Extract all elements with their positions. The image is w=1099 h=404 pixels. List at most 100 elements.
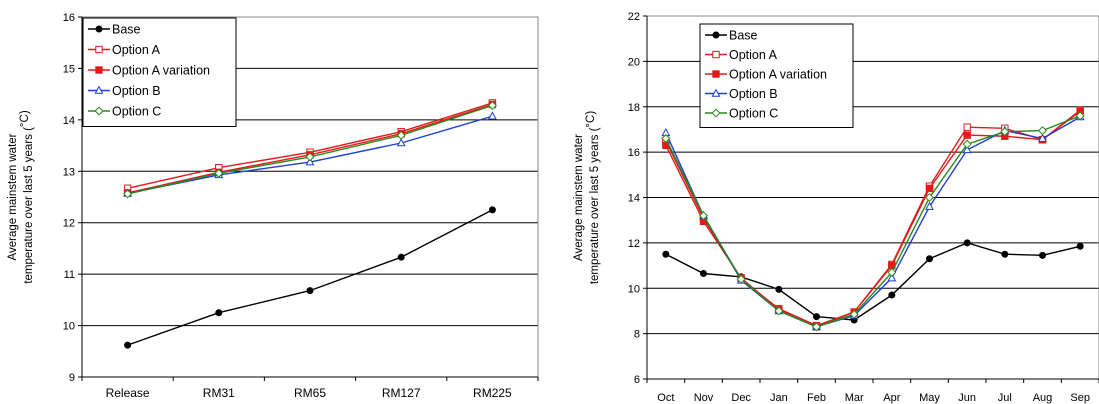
x-tick-label: Nov bbox=[694, 392, 714, 404]
y-tick-label: 10 bbox=[628, 283, 640, 295]
data-point bbox=[700, 270, 707, 278]
data-point bbox=[887, 273, 897, 282]
legend-item: Option C bbox=[705, 107, 778, 121]
data-point bbox=[1000, 127, 1010, 137]
chart-right: 6 8 10 12 14 16 18 20 22 Oct Nov Dec Jan Feb Mar Apr May… bbox=[573, 11, 1099, 404]
y-tick-label: 16 bbox=[63, 12, 75, 24]
y-tick-label: 8 bbox=[634, 329, 640, 341]
x-tick-label: Jul bbox=[998, 392, 1012, 404]
x-tick-label: Apr bbox=[883, 392, 900, 404]
data-point bbox=[305, 157, 315, 166]
data-point bbox=[963, 239, 971, 247]
data-point bbox=[396, 138, 406, 147]
legend-box bbox=[699, 23, 854, 128]
legend-item: Option B bbox=[88, 84, 161, 98]
legend-swatch-marker bbox=[95, 45, 103, 54]
legend-label: Option A bbox=[112, 43, 161, 57]
data-point bbox=[124, 341, 132, 349]
data-point bbox=[306, 287, 314, 295]
y-ticks: 9 10 11 12 13 14 15 16 bbox=[63, 12, 82, 384]
legend-item: Option A bbox=[705, 48, 778, 62]
y-tick-label: 20 bbox=[628, 56, 640, 68]
legend-item: Option A variation bbox=[705, 68, 827, 82]
data-point bbox=[662, 250, 670, 258]
legend-swatch-marker bbox=[94, 85, 104, 94]
legend-item: Option C bbox=[88, 105, 161, 119]
legend-swatch-marker bbox=[711, 108, 721, 118]
data-point bbox=[926, 255, 933, 263]
y-tick-label: 6 bbox=[634, 374, 640, 386]
legend-label: Option A variation bbox=[112, 64, 210, 78]
legend: Base Option A Option A variation Option B Op… bbox=[82, 17, 237, 127]
data-point bbox=[1039, 251, 1046, 259]
data-point bbox=[1037, 126, 1048, 136]
data-point bbox=[887, 267, 897, 277]
y-axis-title-line-2: temperature over last 5 years (°C) bbox=[585, 111, 601, 284]
x-tick-label: May bbox=[919, 392, 940, 404]
x-tick-label: Dec bbox=[731, 392, 751, 404]
series-line bbox=[665, 110, 1081, 328]
series-base bbox=[124, 206, 496, 349]
data-point bbox=[698, 211, 709, 221]
x-tick-label: Aug bbox=[1033, 392, 1053, 404]
legend-label: Base bbox=[729, 29, 758, 43]
x-tick-label: Jan bbox=[770, 392, 788, 404]
chart-left: 9 10 11 12 13 14 15 16 Release RM31 RM65 RM127 RM225… bbox=[7, 12, 539, 400]
legend-item: Base bbox=[88, 23, 141, 37]
legend-label: Option C bbox=[112, 105, 161, 119]
data-point bbox=[1001, 250, 1009, 258]
series-line bbox=[127, 209, 493, 346]
legend-label: Option C bbox=[729, 107, 778, 121]
data-point bbox=[1076, 242, 1084, 250]
data-point bbox=[487, 100, 497, 110]
legend-swatch-marker bbox=[95, 66, 103, 74]
series-option-a bbox=[662, 106, 1084, 330]
y-tick-label: 14 bbox=[63, 115, 75, 127]
y-axis-title-line-1: Average mainstem water bbox=[7, 133, 19, 260]
series-option-c bbox=[661, 111, 1085, 332]
data-point bbox=[811, 322, 822, 332]
y-tick-label: 16 bbox=[628, 147, 640, 159]
legend-item: Base bbox=[705, 29, 758, 43]
y-tick-label: 22 bbox=[628, 11, 640, 23]
data-point bbox=[925, 201, 934, 210]
data-point bbox=[849, 309, 859, 319]
x-tick-label: RM31 bbox=[203, 386, 235, 400]
legend-label: Option A variation bbox=[729, 68, 827, 82]
legend-swatch-marker bbox=[94, 106, 104, 116]
legend-swatch-marker bbox=[95, 25, 103, 33]
y-axis-title-line-1: Average mainstem water bbox=[573, 134, 585, 261]
legend-label: Base bbox=[112, 23, 141, 37]
data-point bbox=[661, 134, 671, 144]
y-tick-label: 12 bbox=[628, 238, 640, 250]
x-tick-label: RM225 bbox=[473, 386, 512, 400]
y-tick-label: 10 bbox=[63, 321, 75, 333]
legend-swatch-marker bbox=[712, 31, 720, 39]
y-tick-label: 11 bbox=[64, 269, 75, 281]
legend-label: Option A bbox=[729, 48, 778, 62]
legend: Base Option A Option A variation Option B Op… bbox=[699, 23, 854, 128]
series-option-c bbox=[123, 100, 497, 199]
x-tick-label: Sep bbox=[1070, 392, 1090, 404]
data-point bbox=[123, 189, 133, 199]
y-tick-label: 13 bbox=[63, 166, 75, 178]
data-point bbox=[963, 123, 971, 131]
data-point bbox=[397, 253, 405, 261]
legend-swatch-marker bbox=[711, 88, 721, 97]
x-tick-label: Release bbox=[106, 386, 150, 400]
y-axis-title-line-2: temperature over last 5 years (°C) bbox=[19, 110, 35, 283]
legend-item: Option A variation bbox=[88, 64, 210, 78]
x-tick-label: Feb bbox=[807, 392, 826, 404]
data-point bbox=[963, 131, 971, 139]
data-point bbox=[396, 130, 406, 140]
x-tick-label: Mar bbox=[845, 392, 864, 404]
y-axis-title: Average mainstem water temperature over l… bbox=[573, 111, 601, 284]
data-point bbox=[924, 192, 935, 203]
legend-swatch-marker bbox=[712, 50, 720, 59]
series-line bbox=[665, 116, 1081, 328]
data-point bbox=[487, 111, 497, 120]
data-point bbox=[305, 152, 315, 162]
series-line bbox=[665, 242, 1081, 321]
data-point bbox=[1075, 111, 1085, 121]
